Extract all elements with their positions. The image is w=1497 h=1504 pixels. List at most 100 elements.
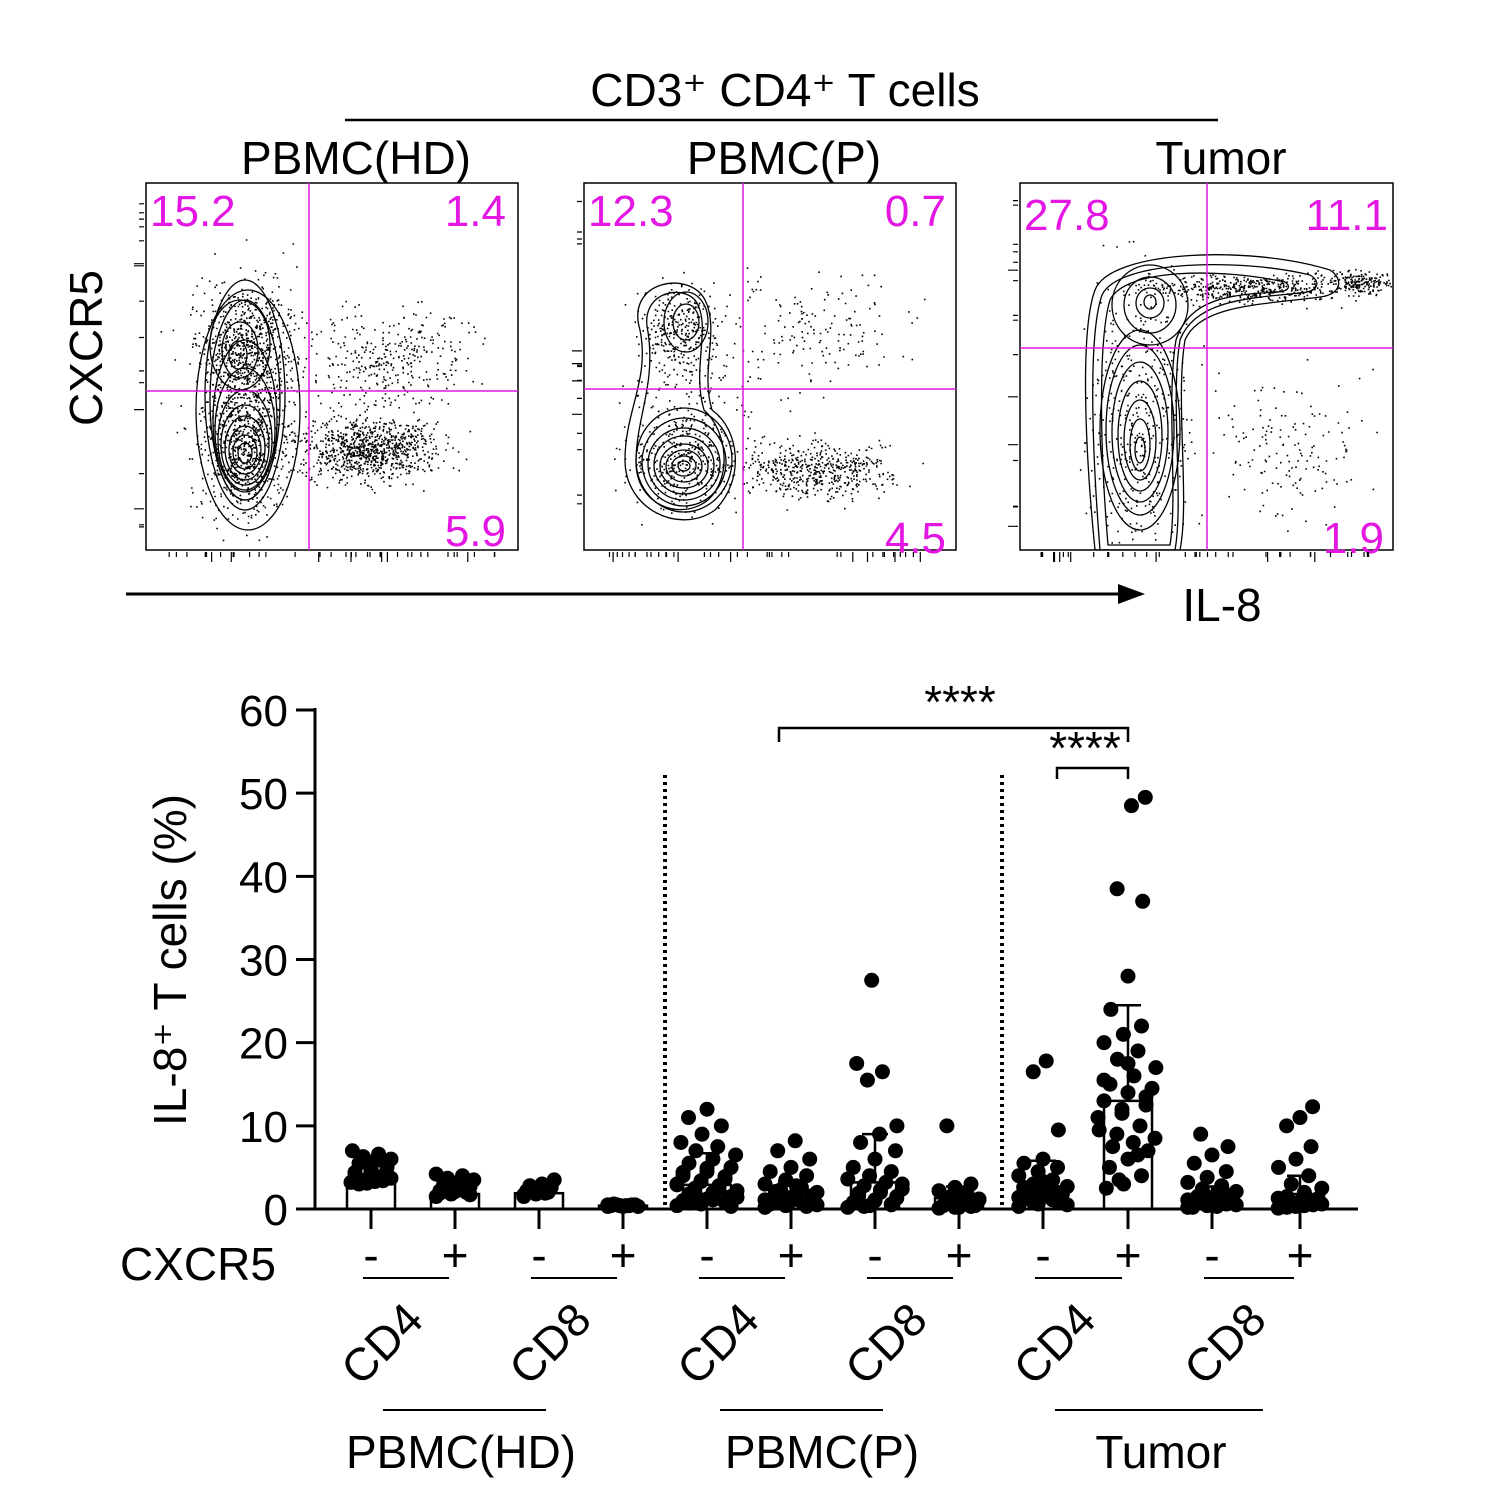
data-point (1283, 1176, 1299, 1192)
data-point (1016, 1155, 1032, 1171)
cell-type-label: CD4 (331, 1293, 433, 1395)
cell-type-label: CD8 (835, 1293, 937, 1395)
quadrant-lr: 5.9 (445, 507, 506, 556)
cxcr5-sign: + (946, 1229, 973, 1281)
panel-title-hd: PBMC(HD) (241, 132, 471, 184)
data-point (1130, 1147, 1146, 1163)
quadrant-ur: 1.4 (445, 187, 506, 236)
significance-label: **** (924, 676, 996, 728)
data-point (874, 1064, 890, 1080)
cxcr5-sign: - (531, 1229, 546, 1281)
data-point (1204, 1147, 1220, 1163)
data-point (1011, 1168, 1027, 1184)
cxcr5-sign: + (1115, 1229, 1142, 1281)
data-point (931, 1183, 947, 1199)
data-point (1292, 1110, 1308, 1126)
cell-type-label: CD8 (1174, 1293, 1276, 1395)
data-point (710, 1139, 726, 1155)
y-tick-label: 30 (239, 937, 288, 986)
data-point (1199, 1169, 1215, 1185)
tissue-label: PBMC(HD) (346, 1426, 576, 1478)
data-point (711, 1181, 727, 1197)
cxcr5-sign: - (867, 1229, 882, 1281)
data-point (883, 1164, 899, 1180)
quadrant-ur: 0.7 (885, 187, 946, 236)
quadrant-ul: 27.8 (1024, 191, 1110, 240)
data-point (1016, 1179, 1032, 1195)
data-point (939, 1195, 955, 1211)
data-point (717, 1169, 733, 1185)
data-point (802, 1151, 818, 1167)
data-point (851, 1185, 867, 1201)
quadrant-ur: 11.1 (1306, 191, 1388, 240)
data-point (681, 1194, 697, 1210)
axis-rug-ticks (134, 200, 1370, 562)
data-point (762, 1164, 778, 1180)
data-point (1185, 1199, 1201, 1215)
data-point (1101, 1159, 1117, 1175)
data-point (770, 1143, 786, 1159)
data-point (1050, 1122, 1066, 1138)
data-point (1098, 1180, 1114, 1196)
event-dots (160, 239, 486, 542)
y-tick-label: 40 (239, 853, 288, 902)
y-tick-label: 20 (239, 1020, 288, 1069)
data-point (673, 1134, 689, 1150)
cell-type-label: CD4 (1003, 1293, 1105, 1395)
data-point (887, 1143, 903, 1159)
data-point (428, 1166, 444, 1182)
data-point (1303, 1139, 1319, 1155)
data-point (856, 1199, 872, 1215)
data-point (1279, 1118, 1295, 1134)
panel-frame (583, 182, 957, 551)
data-point (1050, 1159, 1066, 1175)
data-point (1218, 1164, 1234, 1180)
data-point (889, 1189, 905, 1205)
data-point (1050, 1184, 1066, 1200)
data-point (383, 1170, 399, 1186)
flow-panel-tumor: 27.8 11.1 1.9 (1019, 182, 1394, 563)
data-point (783, 1159, 799, 1175)
data-point (889, 1118, 905, 1134)
data-point (1091, 1122, 1107, 1138)
y-marker-label: CXCR5 (60, 270, 112, 426)
data-point (849, 1055, 865, 1071)
rug-ticks-path (134, 200, 1370, 562)
data-point (1288, 1151, 1304, 1167)
data-point (1219, 1187, 1235, 1203)
cxcr5-sign: - (1204, 1229, 1219, 1281)
data-point (344, 1143, 360, 1159)
flow-section: CD3⁺ CD4⁺ T cells PBMC(HD) PBMC(P) Tumor (60, 64, 1394, 631)
data-point (859, 1072, 875, 1088)
data-point (1271, 1159, 1287, 1175)
density-contours (195, 279, 362, 531)
data-point (1038, 1053, 1054, 1069)
bracket-long (777, 726, 1130, 742)
data-point (1180, 1174, 1196, 1190)
data-point (1123, 798, 1139, 814)
data-point (787, 1133, 803, 1149)
data-point (1103, 1001, 1119, 1017)
data-point (1025, 1064, 1041, 1080)
data-point (783, 1189, 799, 1205)
cxcr5-sign: - (699, 1229, 714, 1281)
data-point (1283, 1194, 1299, 1210)
y-axis: 0 10 20 30 40 50 60 (239, 687, 317, 1235)
data-point (1305, 1099, 1321, 1115)
quadrant-lr: 1.9 (1323, 514, 1384, 563)
data-point (1035, 1151, 1051, 1167)
data-point (1134, 1168, 1149, 1184)
y-tick-label: 10 (239, 1103, 288, 1152)
data-point (1137, 789, 1153, 805)
data-point (845, 1159, 861, 1175)
data-point (1111, 1172, 1127, 1188)
event-dots-path (160, 239, 486, 542)
data-point (872, 1182, 888, 1198)
bracket-short (1055, 766, 1130, 779)
data-point (971, 1192, 987, 1208)
data-point (963, 1176, 979, 1192)
data-point (1130, 1043, 1146, 1059)
data-point (723, 1199, 739, 1215)
tissue-label: Tumor (1095, 1426, 1226, 1478)
